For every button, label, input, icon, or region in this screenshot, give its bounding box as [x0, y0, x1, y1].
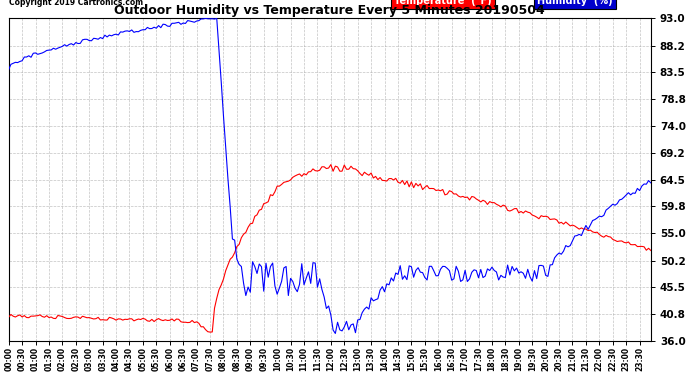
Text: Copyright 2019 Cartronics.com: Copyright 2019 Cartronics.com: [9, 0, 143, 7]
Text: Humidity  (%): Humidity (%): [537, 0, 613, 6]
Text: Temperature  (°F): Temperature (°F): [394, 0, 491, 6]
Title: Outdoor Humidity vs Temperature Every 5 Minutes 20190504: Outdoor Humidity vs Temperature Every 5 …: [115, 4, 545, 17]
